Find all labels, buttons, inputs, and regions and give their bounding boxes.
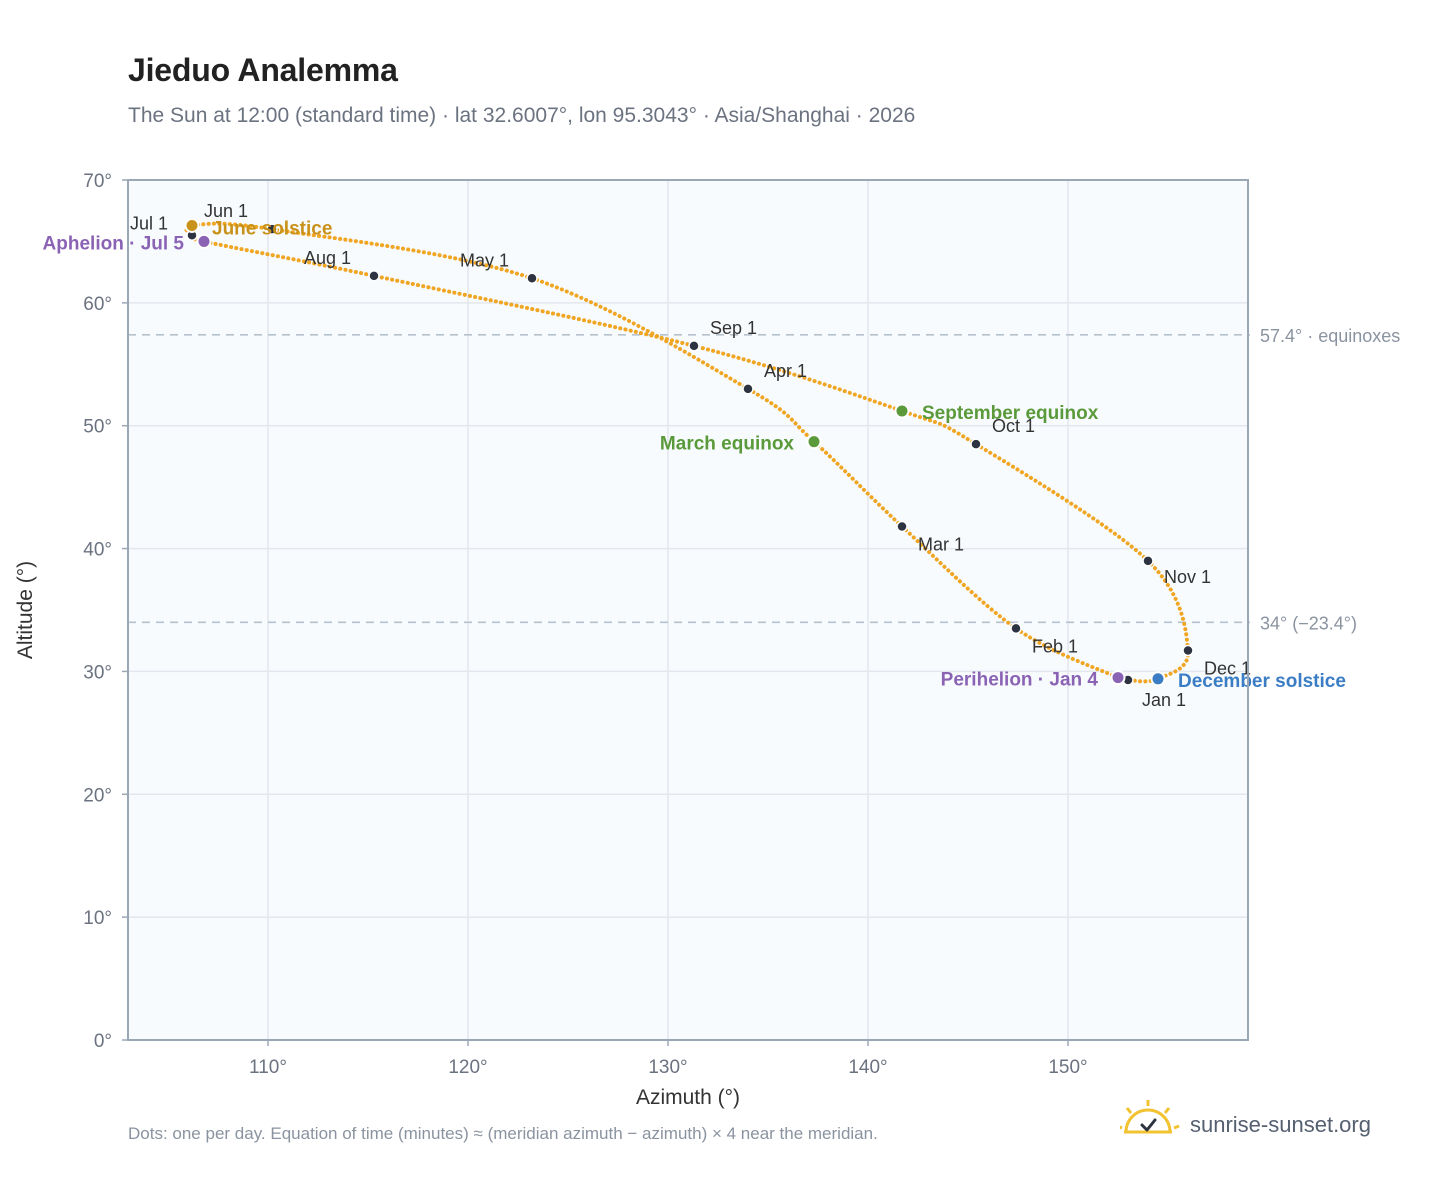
brand[interactable]: sunrise-sunset.org bbox=[1120, 1100, 1390, 1150]
month-marker bbox=[266, 223, 278, 235]
brand-name: sunrise-sunset.org bbox=[1190, 1112, 1371, 1137]
month-marker-label: Jul 1 bbox=[130, 213, 168, 233]
chart-subtitle: The Sun at 12:00 (standard time) · lat 3… bbox=[128, 104, 916, 127]
y-tick-label: 60° bbox=[83, 294, 112, 315]
event-label: Perihelion · Jan 4 bbox=[941, 670, 1099, 691]
chart-title: Jieduo Analemma bbox=[128, 52, 398, 88]
plot-area bbox=[128, 180, 1248, 1040]
event-marker bbox=[806, 434, 822, 450]
y-tick-label: 40° bbox=[83, 540, 112, 561]
event-marker bbox=[1110, 670, 1126, 686]
y-tick-label: 50° bbox=[83, 417, 112, 438]
event-label: September equinox bbox=[922, 403, 1099, 424]
y-axis-label: Altitude (°) bbox=[14, 561, 37, 659]
month-marker-label: Dec 1 bbox=[1204, 659, 1251, 679]
month-marker-label: Apr 1 bbox=[764, 361, 807, 381]
y-tick-label: 70° bbox=[83, 171, 112, 192]
x-tick-label: 120° bbox=[448, 1057, 487, 1078]
y-tick-label: 20° bbox=[83, 785, 112, 806]
month-marker bbox=[1182, 644, 1194, 657]
y-tick-label: 30° bbox=[83, 662, 112, 683]
event-marker bbox=[894, 403, 910, 419]
month-marker-label: Feb 1 bbox=[1032, 636, 1078, 656]
month-marker-label: May 1 bbox=[460, 250, 509, 270]
x-tick-label: 150° bbox=[1048, 1057, 1087, 1078]
month-marker bbox=[1142, 555, 1154, 567]
x-axis-label: Azimuth (°) bbox=[636, 1086, 740, 1109]
month-marker bbox=[368, 270, 380, 282]
month-marker bbox=[970, 438, 982, 450]
event-label: March equinox bbox=[660, 434, 795, 455]
month-marker bbox=[896, 520, 908, 533]
month-marker bbox=[526, 272, 538, 285]
reference-line-label: 57.4° · equinoxes bbox=[1260, 326, 1400, 346]
event-marker bbox=[196, 233, 212, 249]
x-tick-label: 140° bbox=[848, 1057, 887, 1078]
event-label: December solstice bbox=[1178, 671, 1346, 692]
event-marker bbox=[1150, 671, 1166, 687]
plot-frame bbox=[127, 179, 1249, 1041]
event-marker bbox=[184, 217, 200, 233]
event-label: June solstice bbox=[212, 218, 332, 239]
month-marker-label: Jan 1 bbox=[1142, 690, 1186, 710]
month-marker-label: Nov 1 bbox=[1164, 567, 1211, 587]
month-marker-label: Oct 1 bbox=[992, 416, 1035, 436]
month-marker-label: Aug 1 bbox=[304, 248, 351, 268]
month-marker-label: Jun 1 bbox=[204, 201, 248, 221]
analemma-path bbox=[183, 221, 1191, 685]
sun-logo-icon bbox=[1120, 1100, 1180, 1134]
footnote: Dots: one per day. Equation of time (min… bbox=[128, 1124, 878, 1143]
month-marker-label: Sep 1 bbox=[710, 318, 757, 338]
month-marker bbox=[742, 383, 754, 395]
event-label: Aphelion · Jul 5 bbox=[43, 233, 185, 254]
x-tick-label: 130° bbox=[648, 1057, 687, 1078]
x-tick-label: 110° bbox=[249, 1057, 287, 1078]
month-marker bbox=[688, 340, 700, 352]
y-tick-label: 0° bbox=[94, 1031, 112, 1052]
y-tick-label: 10° bbox=[83, 908, 112, 929]
month-marker bbox=[1010, 622, 1022, 635]
reference-line-label: 34° (−23.4°) bbox=[1260, 613, 1357, 633]
month-marker-label: Mar 1 bbox=[918, 534, 964, 554]
